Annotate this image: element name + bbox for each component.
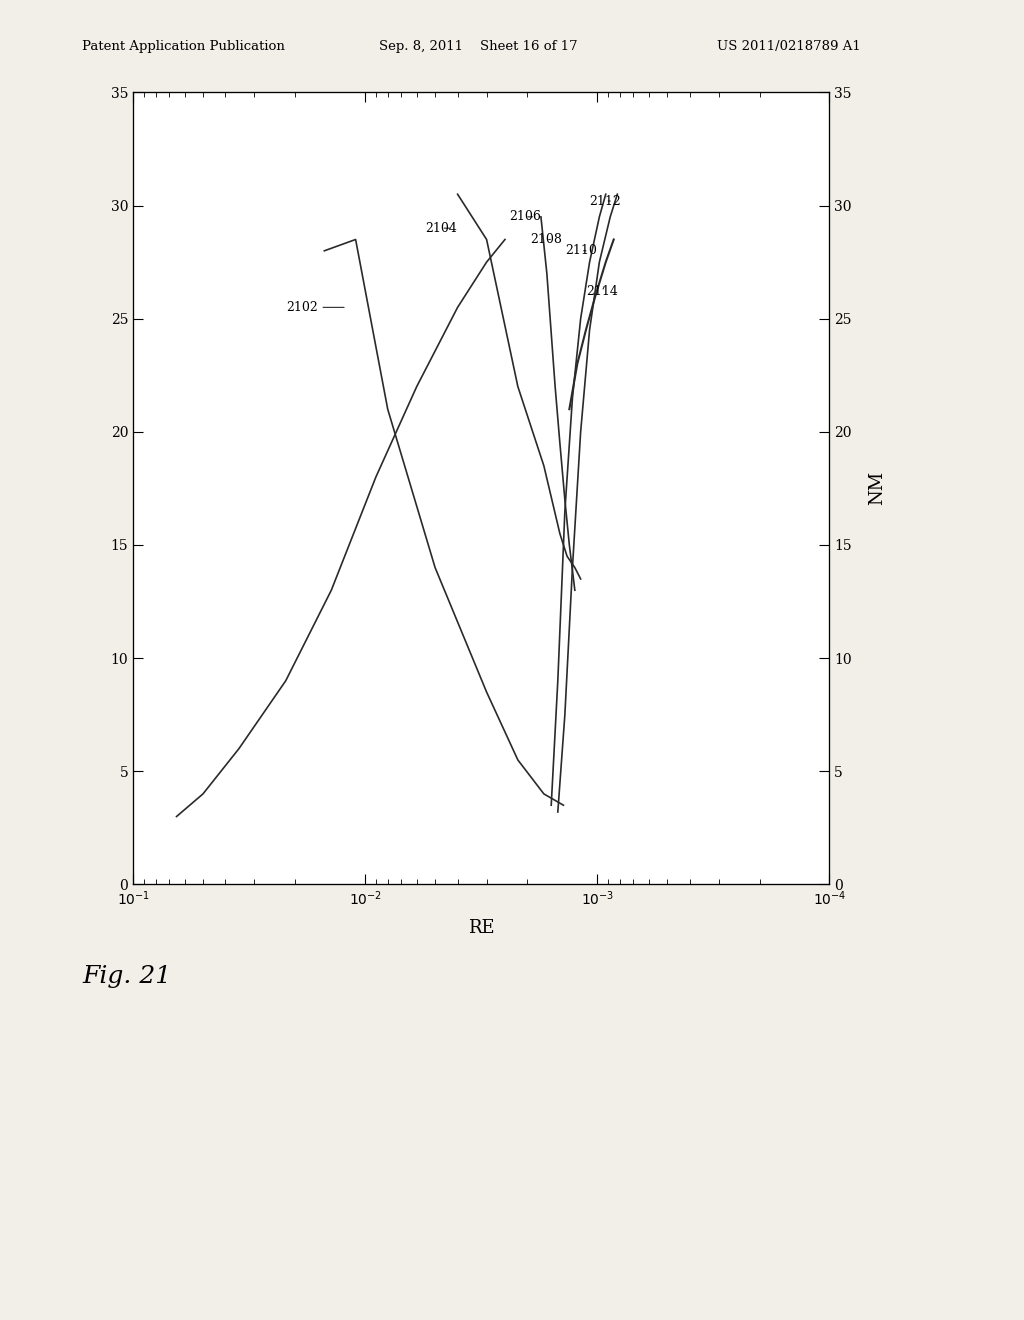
Text: 2108: 2108 — [530, 234, 562, 246]
Text: 2112: 2112 — [590, 194, 622, 207]
Y-axis label: NM: NM — [868, 471, 887, 506]
Text: 2110: 2110 — [565, 244, 597, 257]
Text: 2104: 2104 — [426, 222, 458, 235]
Text: 2102: 2102 — [286, 301, 344, 314]
Text: Fig. 21: Fig. 21 — [82, 965, 171, 989]
Text: 2114: 2114 — [586, 285, 617, 298]
Text: Patent Application Publication: Patent Application Publication — [82, 40, 285, 53]
Text: US 2011/0218789 A1: US 2011/0218789 A1 — [717, 40, 860, 53]
Text: Sep. 8, 2011    Sheet 16 of 17: Sep. 8, 2011 Sheet 16 of 17 — [379, 40, 578, 53]
X-axis label: RE: RE — [468, 919, 495, 937]
Text: 2106: 2106 — [509, 210, 541, 223]
